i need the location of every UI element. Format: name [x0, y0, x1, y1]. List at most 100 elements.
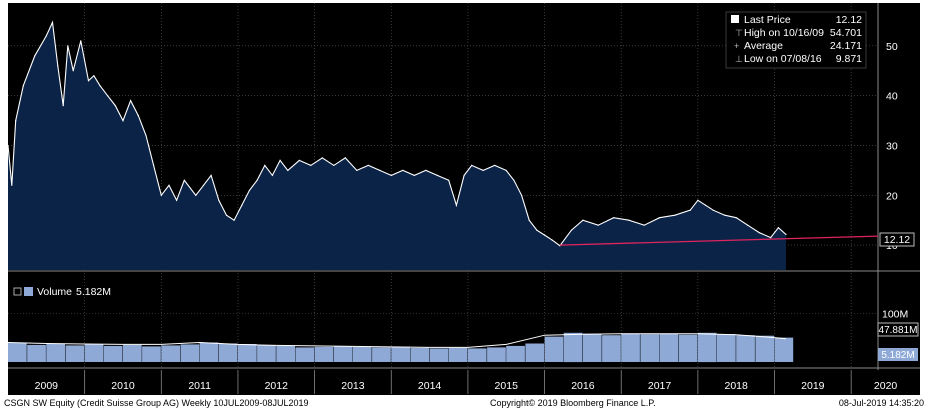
volume-bar: [582, 333, 602, 362]
price-point: [130, 100, 132, 102]
footer-right: 08-Jul-2019 14:35:20: [839, 398, 924, 408]
x-tick-label: 2015: [495, 380, 519, 392]
volume-bar: [640, 334, 660, 362]
price-point: [436, 174, 438, 176]
price-point: [195, 194, 197, 196]
volume-bar: [506, 345, 525, 362]
x-tick-label: 2016: [571, 380, 595, 392]
price-point: [482, 169, 484, 171]
volume-bar: [199, 342, 219, 362]
price-point: [256, 179, 258, 181]
volume-bar: [333, 346, 353, 362]
price-point: [57, 65, 59, 67]
price-point: [582, 219, 584, 221]
legend-swatch-last-price: [731, 15, 739, 23]
volume-bar: [697, 332, 717, 363]
volume-bar: [678, 334, 698, 362]
price-point: [643, 224, 645, 226]
volume-bar: [736, 335, 755, 362]
legend-label-average: Average: [744, 40, 783, 52]
legend-label-low: Low on 07/08/16: [744, 53, 822, 65]
price-point: [168, 184, 170, 186]
price-point: [689, 209, 691, 211]
price-point: [521, 194, 523, 196]
price-point: [287, 169, 289, 171]
legend-high-icon: ⊤: [735, 28, 743, 38]
x-tick-label: 2017: [648, 380, 672, 392]
volume-bar: [372, 347, 391, 362]
volume-legend: Volume 5.182M: [13, 286, 111, 298]
volume-axis: 100M: [882, 308, 908, 320]
price-point: [356, 169, 358, 171]
price-point: [279, 159, 281, 161]
price-point: [80, 40, 82, 42]
volume-bar: [487, 347, 506, 362]
x-tick-label: 2009: [35, 380, 59, 392]
volume-bar: [717, 334, 736, 362]
price-point: [11, 184, 13, 186]
price-point: [697, 199, 699, 201]
volume-bar: [755, 335, 775, 362]
price-point: [183, 179, 185, 181]
price-area: [7, 20, 879, 271]
price-point: [528, 219, 530, 221]
price-point: [225, 214, 228, 216]
price-point: [551, 239, 553, 241]
volume-bar: [659, 333, 679, 362]
price-point: [513, 179, 515, 181]
volume-bar: [352, 346, 372, 362]
price-point: [455, 204, 457, 206]
price-point: [137, 115, 139, 117]
price-point: [544, 234, 546, 236]
volume-bar: [84, 344, 104, 362]
price-point: [271, 174, 273, 176]
price-point: [463, 174, 465, 176]
price-point: [62, 105, 64, 107]
volume-bar: [525, 343, 545, 362]
volume-bar: [295, 347, 315, 362]
price-point: [114, 105, 116, 107]
volume-legend-toggle-icon[interactable]: [13, 287, 22, 296]
legend-low-icon: ⊥: [735, 54, 743, 64]
volume-bar: [180, 344, 200, 362]
volume-average-tag: 47.881M: [877, 322, 919, 337]
volume-bar: [8, 342, 27, 362]
volume-bar: [218, 343, 238, 362]
x-tick-label: 2013: [341, 380, 365, 392]
x-tick-label: 2019: [801, 380, 825, 392]
volume-legend-swatch: [24, 287, 33, 296]
price-point: [22, 85, 24, 87]
price-point: [613, 217, 615, 219]
price-point: [145, 134, 147, 137]
x-tick-label: 2018: [725, 380, 749, 392]
price-point: [570, 229, 573, 231]
y-tick-label: 40: [886, 91, 898, 103]
price-point: [777, 227, 780, 229]
price-point: [264, 164, 266, 166]
volume-bar: [563, 332, 583, 363]
price-point: [248, 189, 251, 191]
price-point: [367, 164, 369, 166]
volume-bar: [429, 348, 449, 362]
price-point: [724, 214, 726, 216]
price-point: [34, 55, 36, 57]
volume-bar: [467, 348, 487, 362]
x-axis: 2009 2010 2011 2012 2013 2014 2015 2016 2017 2018…: [35, 370, 897, 394]
price-point: [310, 164, 312, 166]
y-tick-label: 20: [886, 190, 898, 202]
price-point: [747, 224, 749, 226]
volume-bar: [257, 345, 276, 362]
price-point: [202, 184, 205, 186]
price-point: [45, 35, 47, 37]
price-point: [413, 174, 415, 176]
price-point: [51, 21, 54, 23]
price-point: [471, 164, 473, 166]
price-point: [210, 174, 212, 176]
volume-last-tag: 5.182M: [878, 348, 918, 361]
volume-bar: [46, 343, 65, 362]
price-point: [99, 85, 101, 87]
price-point: [87, 80, 90, 82]
legend-box: [725, 11, 867, 69]
